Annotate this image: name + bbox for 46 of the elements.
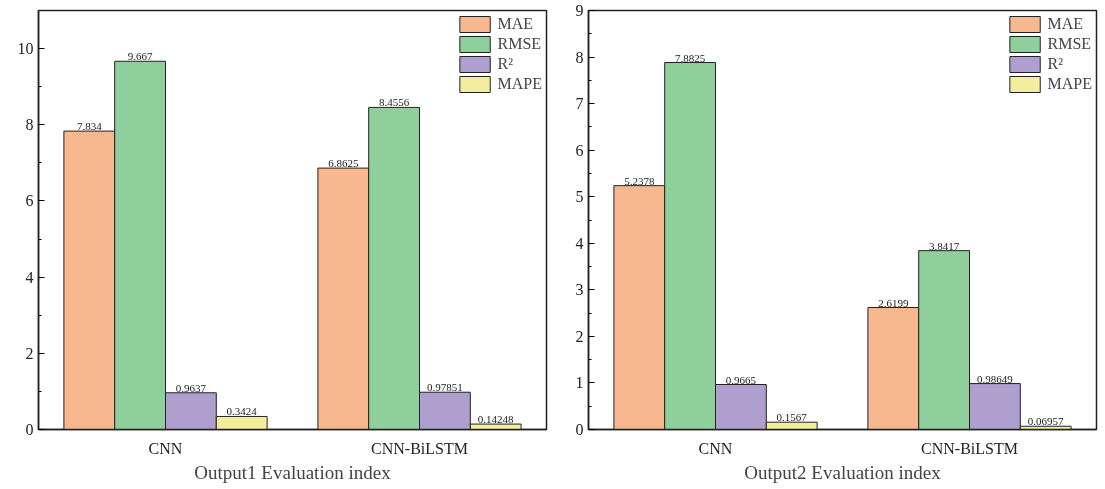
x-axis-title: Output2 Evaluation index bbox=[744, 461, 942, 483]
data-label: 0.3424 bbox=[226, 405, 258, 418]
x-tick-label: CNN bbox=[698, 439, 733, 457]
data-label: 0.9665 bbox=[725, 373, 757, 386]
data-label: 5.2378 bbox=[624, 174, 655, 187]
x-tick-label: CNN bbox=[148, 439, 183, 457]
x-axis-title: Output1 Evaluation index bbox=[194, 461, 392, 483]
y-tick-label: 1 bbox=[575, 374, 584, 392]
y-tick-label: 10 bbox=[17, 40, 34, 58]
legend-label: RMSE bbox=[1047, 35, 1092, 53]
data-label: 0.98649 bbox=[977, 372, 1014, 385]
legend-label: MAE bbox=[1047, 15, 1084, 33]
y-tick-label: 6 bbox=[25, 192, 34, 210]
data-label: 0.06957 bbox=[1027, 415, 1065, 428]
legend-label: MAPE bbox=[497, 75, 542, 93]
data-label: 7.834 bbox=[76, 120, 103, 133]
data-label: 3.8417 bbox=[928, 239, 960, 252]
x-tick-label: CNN-BiLSTM bbox=[921, 439, 1018, 457]
y-tick-label: 4 bbox=[575, 234, 584, 252]
y-tick-label: 0 bbox=[25, 421, 34, 438]
data-label: 0.97851 bbox=[427, 381, 463, 394]
data-label: 7.8825 bbox=[674, 51, 706, 64]
y-tick-label: 9 bbox=[575, 2, 584, 19]
data-label: 0.14248 bbox=[477, 413, 515, 426]
legend-label: MAE bbox=[497, 15, 534, 33]
data-label: 2.6199 bbox=[878, 296, 909, 309]
legend-label: RMSE bbox=[497, 35, 542, 53]
legend-label: R² bbox=[1047, 55, 1064, 73]
y-tick-label: 0 bbox=[575, 421, 584, 438]
data-label: 8.4556 bbox=[378, 96, 410, 109]
y-tick-label: 8 bbox=[575, 48, 584, 66]
data-label: 0.9637 bbox=[175, 381, 207, 394]
data-label: 9.667 bbox=[127, 50, 153, 63]
y-tick-label: 5 bbox=[575, 188, 584, 206]
y-tick-label: 3 bbox=[575, 281, 584, 299]
y-tick-label: 8 bbox=[25, 116, 34, 134]
legend-label: MAPE bbox=[1047, 75, 1092, 93]
legend-label: R² bbox=[497, 55, 514, 73]
y-tick-label: 6 bbox=[575, 141, 584, 159]
y-tick-label: 2 bbox=[575, 327, 584, 345]
y-tick-label: 4 bbox=[25, 268, 34, 286]
data-label: 0.1567 bbox=[776, 411, 808, 424]
y-tick-label: 7 bbox=[575, 95, 584, 113]
data-label: 6.8625 bbox=[328, 157, 359, 170]
y-tick-label: 2 bbox=[25, 344, 34, 362]
x-tick-label: CNN-BiLSTM bbox=[371, 439, 468, 457]
